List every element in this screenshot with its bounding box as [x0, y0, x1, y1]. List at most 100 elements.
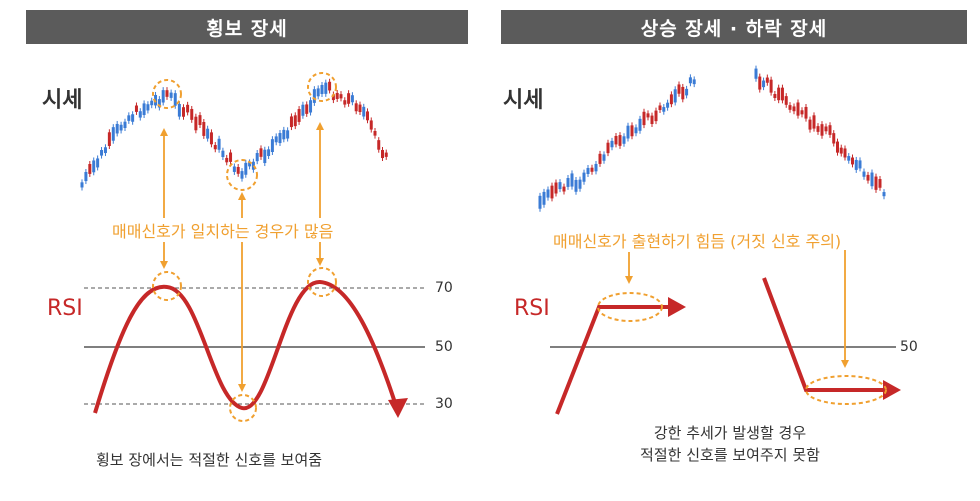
candle-body [362, 106, 366, 117]
candle-body [165, 90, 169, 97]
candle-body [858, 160, 862, 169]
trend-price-candles [538, 65, 886, 212]
candle-body [658, 105, 662, 111]
falling-rsi-line [762, 277, 885, 392]
price-peak-1-circle [152, 79, 182, 109]
candle-body [274, 136, 278, 143]
candle-body [127, 115, 131, 121]
candle-body [610, 140, 614, 148]
candle-body [248, 162, 252, 167]
candle-body [142, 103, 146, 116]
candle-body [324, 82, 328, 94]
candle-body [808, 119, 812, 130]
price-trough-circle [226, 159, 258, 191]
candle-body [190, 108, 194, 120]
candle-body [312, 89, 316, 103]
candle-body [194, 116, 198, 131]
candle-body [630, 125, 634, 137]
candle-body [824, 126, 828, 132]
candle-body [820, 124, 824, 136]
candle-body [673, 89, 677, 103]
candle-body [646, 113, 650, 118]
candle-body [538, 195, 542, 209]
candle-body [780, 87, 784, 101]
right-caption-line-1: 강한 추세가 발생할 경우 [653, 424, 807, 442]
candle-body [669, 94, 673, 105]
candle-body [309, 100, 313, 113]
candle-body [642, 111, 646, 126]
rsi-trough-circle [229, 394, 257, 422]
candle-body [578, 179, 582, 189]
candle-body [206, 128, 210, 139]
candle-body [186, 104, 190, 113]
candle-body [232, 166, 236, 172]
candle-body [590, 167, 594, 172]
level-70-label: 70 [435, 280, 453, 296]
right-level-50-label: 50 [900, 339, 918, 355]
candle-body [634, 127, 638, 134]
trend-market-header: 상승 장세 · 하락 장세 [501, 10, 967, 44]
candle-body [84, 171, 88, 182]
level-50-label: 50 [435, 339, 453, 355]
candle-body [225, 157, 229, 163]
candle-body [681, 86, 685, 100]
candle-body [762, 80, 766, 88]
level-30-label: 30 [435, 396, 453, 412]
candle-body [161, 90, 165, 103]
candle-body [369, 120, 373, 130]
sideways-rsi-curve [93, 279, 400, 414]
right-price-label: 시세 [503, 88, 544, 113]
candle-body [244, 162, 248, 175]
candle-body [788, 105, 792, 110]
candle-body [301, 104, 305, 116]
candle-body [270, 139, 274, 152]
candle-body [100, 150, 104, 156]
candle-body [614, 135, 618, 145]
candle-body [92, 160, 96, 173]
candle-body [138, 111, 142, 118]
candle-body [103, 147, 107, 154]
candle-body [339, 94, 343, 99]
price-peak-2-circle [307, 72, 337, 102]
candle-body [792, 106, 796, 112]
candle-body [347, 93, 351, 104]
candle-body [546, 189, 550, 198]
candle-body [843, 148, 847, 158]
trend-market-title: 상승 장세 · 하락 장세 [640, 17, 828, 40]
candle-body [115, 123, 119, 134]
candle-body [119, 124, 123, 131]
candle-body [289, 116, 293, 128]
candle-body [847, 156, 851, 161]
candle-body [800, 110, 804, 115]
candle-body [251, 161, 255, 170]
candle-body [666, 102, 670, 108]
candle-body [229, 152, 233, 162]
candle-body [796, 102, 800, 116]
candle-body [638, 118, 642, 131]
rsi-peak-1-circle [152, 271, 182, 301]
candle-body [217, 138, 221, 150]
candle-body [320, 84, 324, 95]
right-signal-note: 매매신호가 출현하기 힘듬 (거짓 신호 주의) [551, 228, 844, 252]
candle-body [381, 149, 384, 159]
candle-body [236, 166, 240, 174]
sideways-market-title: 횡보 장세 [206, 17, 288, 40]
candle-body [582, 172, 586, 182]
falling-rsi-circle [805, 375, 887, 405]
candle-body [263, 149, 267, 164]
candle-body [839, 147, 843, 154]
rsi-peak-2-circle [307, 267, 337, 297]
candle-body [111, 127, 115, 141]
candle-body [550, 185, 554, 199]
candle-body [832, 133, 836, 144]
right-caption-line-2: 적절한 신호를 보여주지 못함 [640, 446, 820, 464]
candle-body [131, 114, 135, 122]
candle-body [182, 107, 185, 117]
candle-body [377, 140, 381, 150]
candle-body [677, 84, 681, 94]
candle-body [358, 104, 362, 113]
candle-body [754, 68, 758, 79]
candle-body [804, 106, 808, 119]
candle-body [650, 115, 654, 125]
candle-body [354, 103, 358, 112]
